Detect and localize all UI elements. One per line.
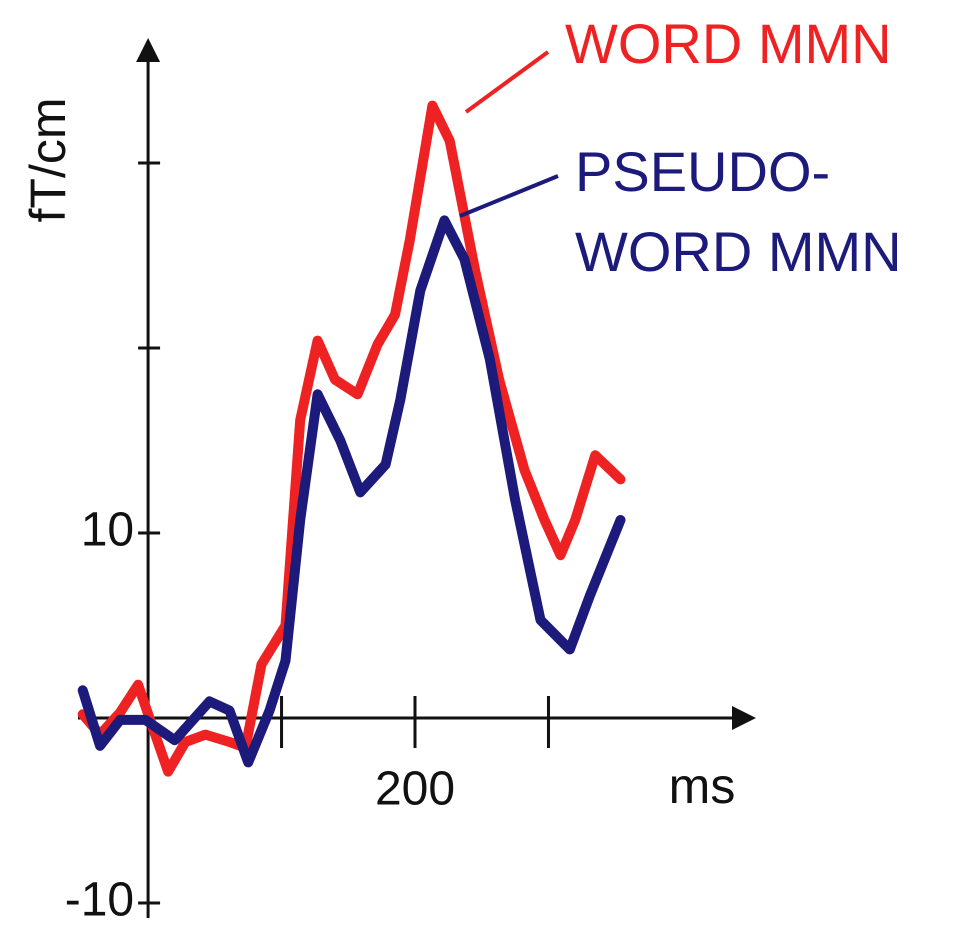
x-axis-arrow [732,706,756,730]
series-line [77,100,626,777]
y-tick-label: -10 [65,874,134,927]
series-label: WORD MMN [565,12,892,75]
label-leader [464,50,550,114]
label-leader [459,174,559,218]
series-label: PSEUDO- [575,140,830,203]
y-axis-label: fT/cm [20,98,76,223]
y-axis-arrow [136,38,161,62]
x-axis-label: ms [669,758,736,814]
y-tick-label: 10 [81,504,134,557]
series-label: WORD MMN [575,220,902,283]
series-line [77,215,626,768]
x-tick-label: 200 [375,763,455,816]
